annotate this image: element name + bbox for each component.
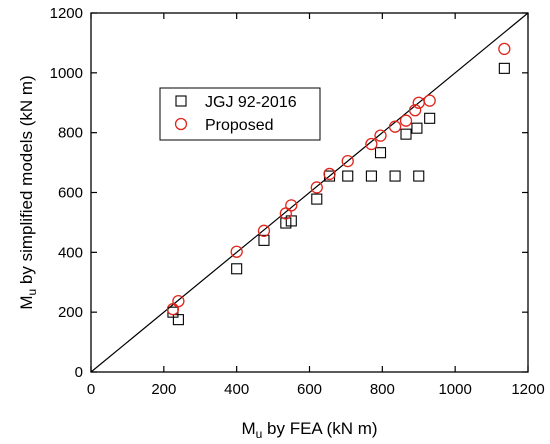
- y-tick-label: 1000: [50, 65, 83, 82]
- proposed-point-12: [399, 114, 413, 127]
- proposed-point-1: [172, 294, 185, 308]
- y-axis-title: Mu by simplified models (kN m): [17, 75, 39, 309]
- jgj-point-3: [258, 234, 270, 246]
- jgj-point-10: [374, 147, 387, 159]
- x-tick-label: 800: [370, 381, 395, 398]
- proposed-point-11: [388, 120, 402, 133]
- data-points-layer: [166, 42, 511, 326]
- y-tick-label: 0: [75, 364, 83, 381]
- legend-label-jgj-92-2016: JGJ 92-2016: [205, 94, 297, 111]
- x-axis-title: Mu by FEA (kN m): [241, 419, 377, 441]
- x-tick-label: 1200: [511, 381, 544, 398]
- legend-box: [159, 87, 321, 141]
- proposed-point-3: [257, 224, 271, 237]
- proposed-point-13: [408, 104, 422, 117]
- legend-marker-proposed: [174, 117, 188, 131]
- y-axis-title-main: M: [17, 296, 36, 310]
- proposed-point-2: [230, 245, 243, 258]
- jgj-point-1: [172, 314, 184, 326]
- x-axis-title-rest: by FEA (kN m): [262, 419, 377, 438]
- y-tick-label: 800: [58, 125, 83, 142]
- x-tick-label: 200: [151, 381, 176, 398]
- jgj-point-16: [498, 62, 510, 74]
- x-tick-label: 400: [224, 381, 249, 398]
- x-axis-title-sub: u: [256, 427, 263, 441]
- legend-marker-jgj-92-2016: [175, 95, 187, 107]
- jgj-point-12: [400, 128, 412, 140]
- proposed-point-15: [423, 94, 436, 107]
- x-tick-label: 0: [87, 381, 95, 398]
- legend: JGJ 92-2016 Proposed: [159, 87, 321, 141]
- reference-line-layer: [90, 12, 529, 373]
- y-tick-label: 200: [58, 304, 83, 321]
- jgj-point-6: [311, 193, 323, 205]
- y-axis-title-sub: u: [25, 289, 39, 296]
- jgj-point-9: [365, 170, 377, 182]
- jgj-point-13: [411, 122, 423, 134]
- x-tick-label: 1000: [438, 381, 471, 398]
- x-tick-label: 600: [297, 381, 322, 398]
- ticks-layer: 0 200 400 600 800 1000 1200 0 200 400 600 800 1000 12…: [50, 5, 545, 398]
- proposed-point-7: [323, 167, 336, 181]
- y-tick-label: 600: [58, 185, 83, 202]
- reference-line-1to1: [90, 12, 529, 373]
- legend-label-proposed: Proposed: [205, 117, 274, 134]
- y-axis-title-rest: by simplified models (kN m): [17, 75, 36, 289]
- proposed-point-5: [285, 199, 298, 212]
- proposed-point-6: [310, 181, 323, 194]
- y-tick-label: 400: [58, 244, 83, 261]
- jgj-point-11: [389, 170, 401, 182]
- jgj-point-2: [231, 263, 243, 275]
- jgj-point-14: [413, 170, 425, 182]
- proposed-point-9: [365, 137, 378, 151]
- x-axis-title-main: M: [241, 419, 255, 438]
- proposed-point-10: [374, 129, 387, 142]
- y-tick-label: 1200: [50, 5, 83, 22]
- jgj-point-15: [424, 112, 436, 124]
- proposed-point-16: [498, 42, 511, 56]
- proposed-point-8: [341, 154, 354, 168]
- jgj-point-8: [342, 170, 354, 182]
